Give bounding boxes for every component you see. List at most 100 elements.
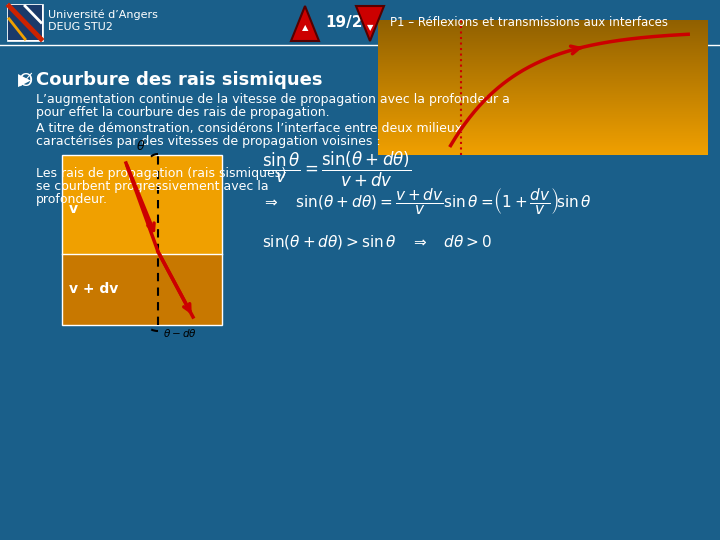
Bar [378,146,708,147]
Text: P1 – Réflexions et transmissions aux interfaces: P1 – Réflexions et transmissions aux int… [390,16,668,29]
Bar [378,140,708,141]
Text: pour effet la courbure des rais de propagation.: pour effet la courbure des rais de propa… [36,106,330,119]
Text: Ø: Ø [18,72,32,90]
Bar [62,254,222,325]
Bar [378,148,708,149]
Bar [378,41,708,42]
Bar [378,43,708,44]
Bar [378,99,708,100]
Bar [378,38,708,39]
Bar [378,66,708,67]
Bar [378,143,708,144]
Bar [378,81,708,82]
Bar [378,21,708,22]
Bar [378,102,708,103]
Text: v: v [69,202,78,216]
Bar [378,71,708,72]
Bar [378,103,708,104]
Text: v + dv: v + dv [69,282,118,296]
Bar [378,85,708,86]
Bar [378,73,708,74]
Bar [378,127,708,128]
Bar [378,110,708,111]
Bar [378,74,708,75]
Bar [378,20,708,21]
Bar [378,101,708,102]
Bar [378,34,708,35]
Text: se courbent progressivement avec la: se courbent progressivement avec la [36,180,269,193]
Bar [378,30,708,31]
Bar [378,33,708,34]
Bar [62,155,222,254]
Bar [378,29,708,30]
Bar [378,28,708,29]
Bar [378,70,708,71]
Text: $\sin(\theta + d\theta) > \sin\theta \quad \Rightarrow \quad d\theta > 0$: $\sin(\theta + d\theta) > \sin\theta \qu… [262,233,492,251]
Text: DEUG STU2: DEUG STU2 [48,22,113,32]
Bar [378,36,708,37]
Bar [378,150,708,151]
Bar [378,90,708,91]
Bar [378,91,708,92]
Polygon shape [291,6,319,41]
Bar [378,53,708,54]
Bar [8,5,42,40]
Bar [378,44,708,45]
Bar [378,51,708,52]
Bar [378,118,708,119]
Bar [378,50,708,51]
Text: caractérisés par des vitesses de propagation voisines :: caractérisés par des vitesses de propaga… [36,135,381,148]
Bar [378,86,708,87]
Text: profondeur.: profondeur. [36,193,108,206]
Bar [378,130,708,131]
Bar [378,59,708,60]
Bar [378,25,708,26]
Bar [378,120,708,121]
Bar [378,76,708,77]
Bar [378,26,708,27]
Bar [378,48,708,49]
Text: A titre de démonstration, considérons l’interface entre deux milieux: A titre de démonstration, considérons l’… [36,122,462,135]
Bar [378,42,708,43]
Bar [378,79,708,80]
Bar [378,149,708,150]
Bar [378,65,708,66]
Text: $\theta - d\theta$: $\theta - d\theta$ [163,327,197,339]
Bar [378,24,708,25]
Bar [378,77,708,78]
Bar [378,89,708,90]
Bar [378,106,708,107]
Bar [378,22,708,23]
Bar [378,147,708,148]
Bar [378,92,708,93]
Bar [378,82,708,83]
Text: $\Rightarrow \quad \sin(\theta + d\theta) = \dfrac{v + dv}{v}\sin\theta = \!\lef: $\Rightarrow \quad \sin(\theta + d\theta… [262,186,592,216]
Polygon shape [356,6,384,41]
Bar [62,155,222,325]
Bar [378,151,708,152]
Bar [378,144,708,145]
Bar [378,98,708,99]
Bar [378,153,708,154]
Bar [378,68,708,69]
Bar [378,100,708,101]
Text: 19/21: 19/21 [325,15,373,30]
Bar [378,122,708,123]
Bar [378,67,708,68]
Bar [378,109,708,110]
Bar [378,45,708,46]
Bar [378,47,708,48]
Bar [378,111,708,112]
Bar [378,108,708,109]
Bar [378,107,708,108]
Bar [378,115,708,116]
Bar [378,54,708,55]
Text: Courbure des rais sismiques: Courbure des rais sismiques [36,71,323,89]
Bar [378,112,708,113]
Bar [378,55,708,56]
Bar [378,27,708,28]
Bar [378,141,708,142]
Bar [378,97,708,98]
Bar [378,94,708,95]
Bar [378,114,708,115]
